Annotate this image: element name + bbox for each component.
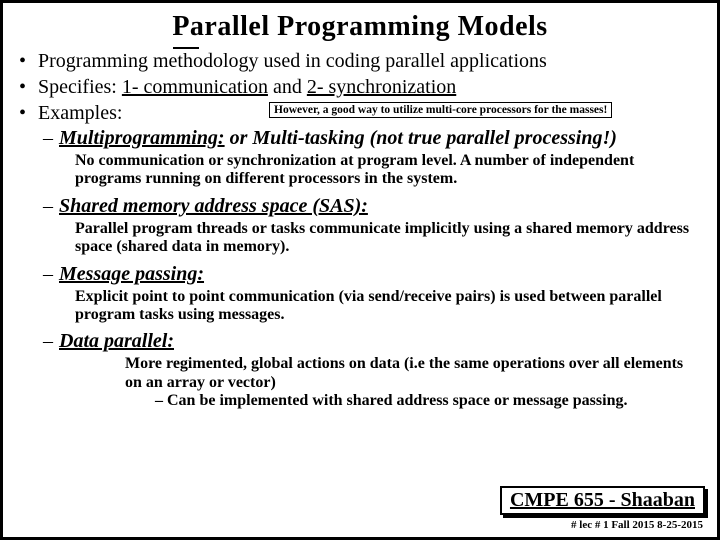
footer-line: # lec # 1 Fall 2015 8-25-2015 bbox=[571, 519, 703, 531]
item-label: Data parallel: bbox=[59, 330, 174, 352]
dash-icon: – bbox=[43, 195, 59, 218]
item-data-parallel: –Data parallel: bbox=[43, 330, 705, 353]
item-label: Multiprogramming: bbox=[59, 127, 225, 149]
slide-frame: Parallel Programming Models • Programmin… bbox=[0, 0, 720, 540]
bullet-icon: • bbox=[19, 101, 33, 125]
item-label: Message passing: bbox=[59, 263, 204, 285]
bullet-specifies: • Specifies: 1- communication and 2- syn… bbox=[19, 75, 705, 99]
item-sas-body: Parallel program threads or tasks commun… bbox=[75, 220, 695, 257]
specifies-pre: Specifies: bbox=[38, 76, 122, 98]
specifies-comm: 1- communication bbox=[122, 76, 268, 98]
bullet-icon: • bbox=[19, 75, 33, 99]
item-multiprogramming: –Multiprogramming: or Multi-tasking (not… bbox=[43, 127, 705, 150]
note-box: However, a good way to utilize multi-cor… bbox=[269, 102, 612, 118]
footer-course-box: CMPE 655 - Shaaban bbox=[500, 486, 705, 515]
bullet-icon: • bbox=[19, 49, 33, 73]
item-data-parallel-body1: More regimented, global actions on data … bbox=[125, 355, 695, 392]
bullet-methodology: • Programming methodology used in coding… bbox=[19, 49, 705, 73]
item-message-passing: –Message passing: bbox=[43, 263, 705, 286]
item-data-parallel-body2: – Can be implemented with shared address… bbox=[155, 392, 695, 410]
bullet-text: Programming methodology used in coding p… bbox=[38, 49, 704, 73]
item-rest: or Multi-tasking (not true parallel proc… bbox=[225, 127, 617, 149]
dash-icon: – bbox=[43, 127, 59, 150]
dash-icon: – bbox=[43, 330, 59, 353]
specifies-sync: 2- synchronization bbox=[307, 76, 456, 98]
slide-title: Parallel Programming Models bbox=[15, 11, 705, 43]
dash-icon: – bbox=[43, 263, 59, 286]
item-sas: –Shared memory address space (SAS): bbox=[43, 195, 705, 218]
item-multiprogramming-body: No communication or synchronization at p… bbox=[75, 152, 695, 189]
item-message-passing-body: Explicit point to point communication (v… bbox=[75, 288, 695, 325]
item-label: Shared memory address space (SAS): bbox=[59, 195, 368, 217]
footer-course-text: CMPE 655 - Shaaban bbox=[510, 489, 695, 511]
bullet-text: Specifies: 1- communication and 2- synch… bbox=[38, 75, 704, 99]
hand-underline-icon bbox=[173, 47, 199, 49]
specifies-mid: and bbox=[268, 76, 307, 98]
